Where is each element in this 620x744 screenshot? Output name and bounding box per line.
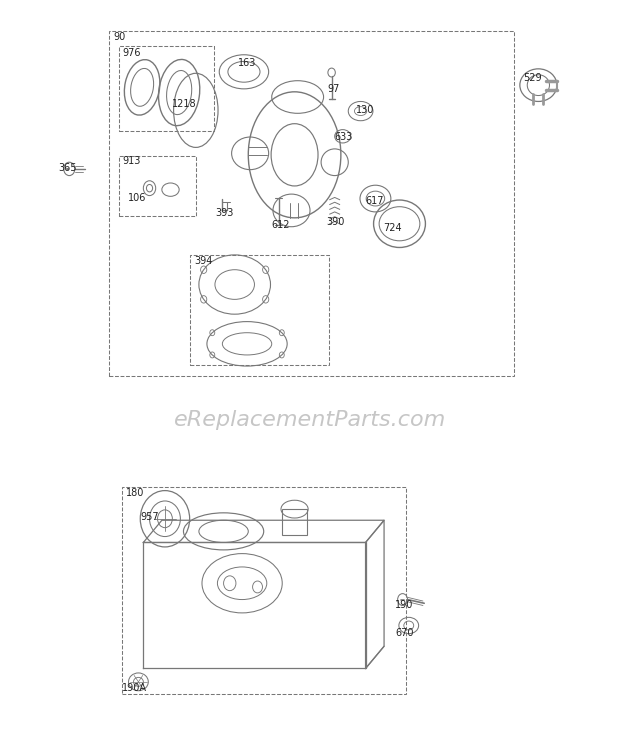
Text: 130: 130: [356, 106, 374, 115]
Text: 163: 163: [238, 58, 256, 68]
Bar: [122, 487, 405, 694]
Text: eReplacementParts.com: eReplacementParts.com: [174, 410, 446, 430]
Text: 957: 957: [140, 512, 159, 522]
Text: 670: 670: [395, 628, 414, 638]
Text: 976: 976: [122, 48, 141, 57]
Text: 394: 394: [194, 256, 212, 266]
Text: 90: 90: [113, 32, 126, 42]
Text: 190: 190: [395, 600, 414, 610]
Text: 106: 106: [128, 193, 146, 203]
Bar: [190, 255, 329, 365]
Text: 529: 529: [523, 73, 542, 83]
Text: 190A: 190A: [122, 683, 147, 693]
Text: 724: 724: [383, 223, 402, 233]
Text: 1218: 1218: [172, 99, 197, 109]
Text: 365: 365: [58, 163, 77, 173]
Text: 97: 97: [327, 84, 340, 94]
Text: 612: 612: [271, 220, 290, 230]
Bar: [282, 509, 307, 535]
Text: 633: 633: [334, 132, 352, 142]
Text: 390: 390: [326, 217, 345, 226]
Bar: [109, 31, 514, 376]
Text: 913: 913: [122, 156, 141, 167]
Bar: [118, 155, 196, 217]
Text: 617: 617: [365, 196, 383, 206]
Text: 180: 180: [126, 488, 144, 498]
Text: 393: 393: [216, 208, 234, 218]
Bar: [118, 46, 215, 131]
